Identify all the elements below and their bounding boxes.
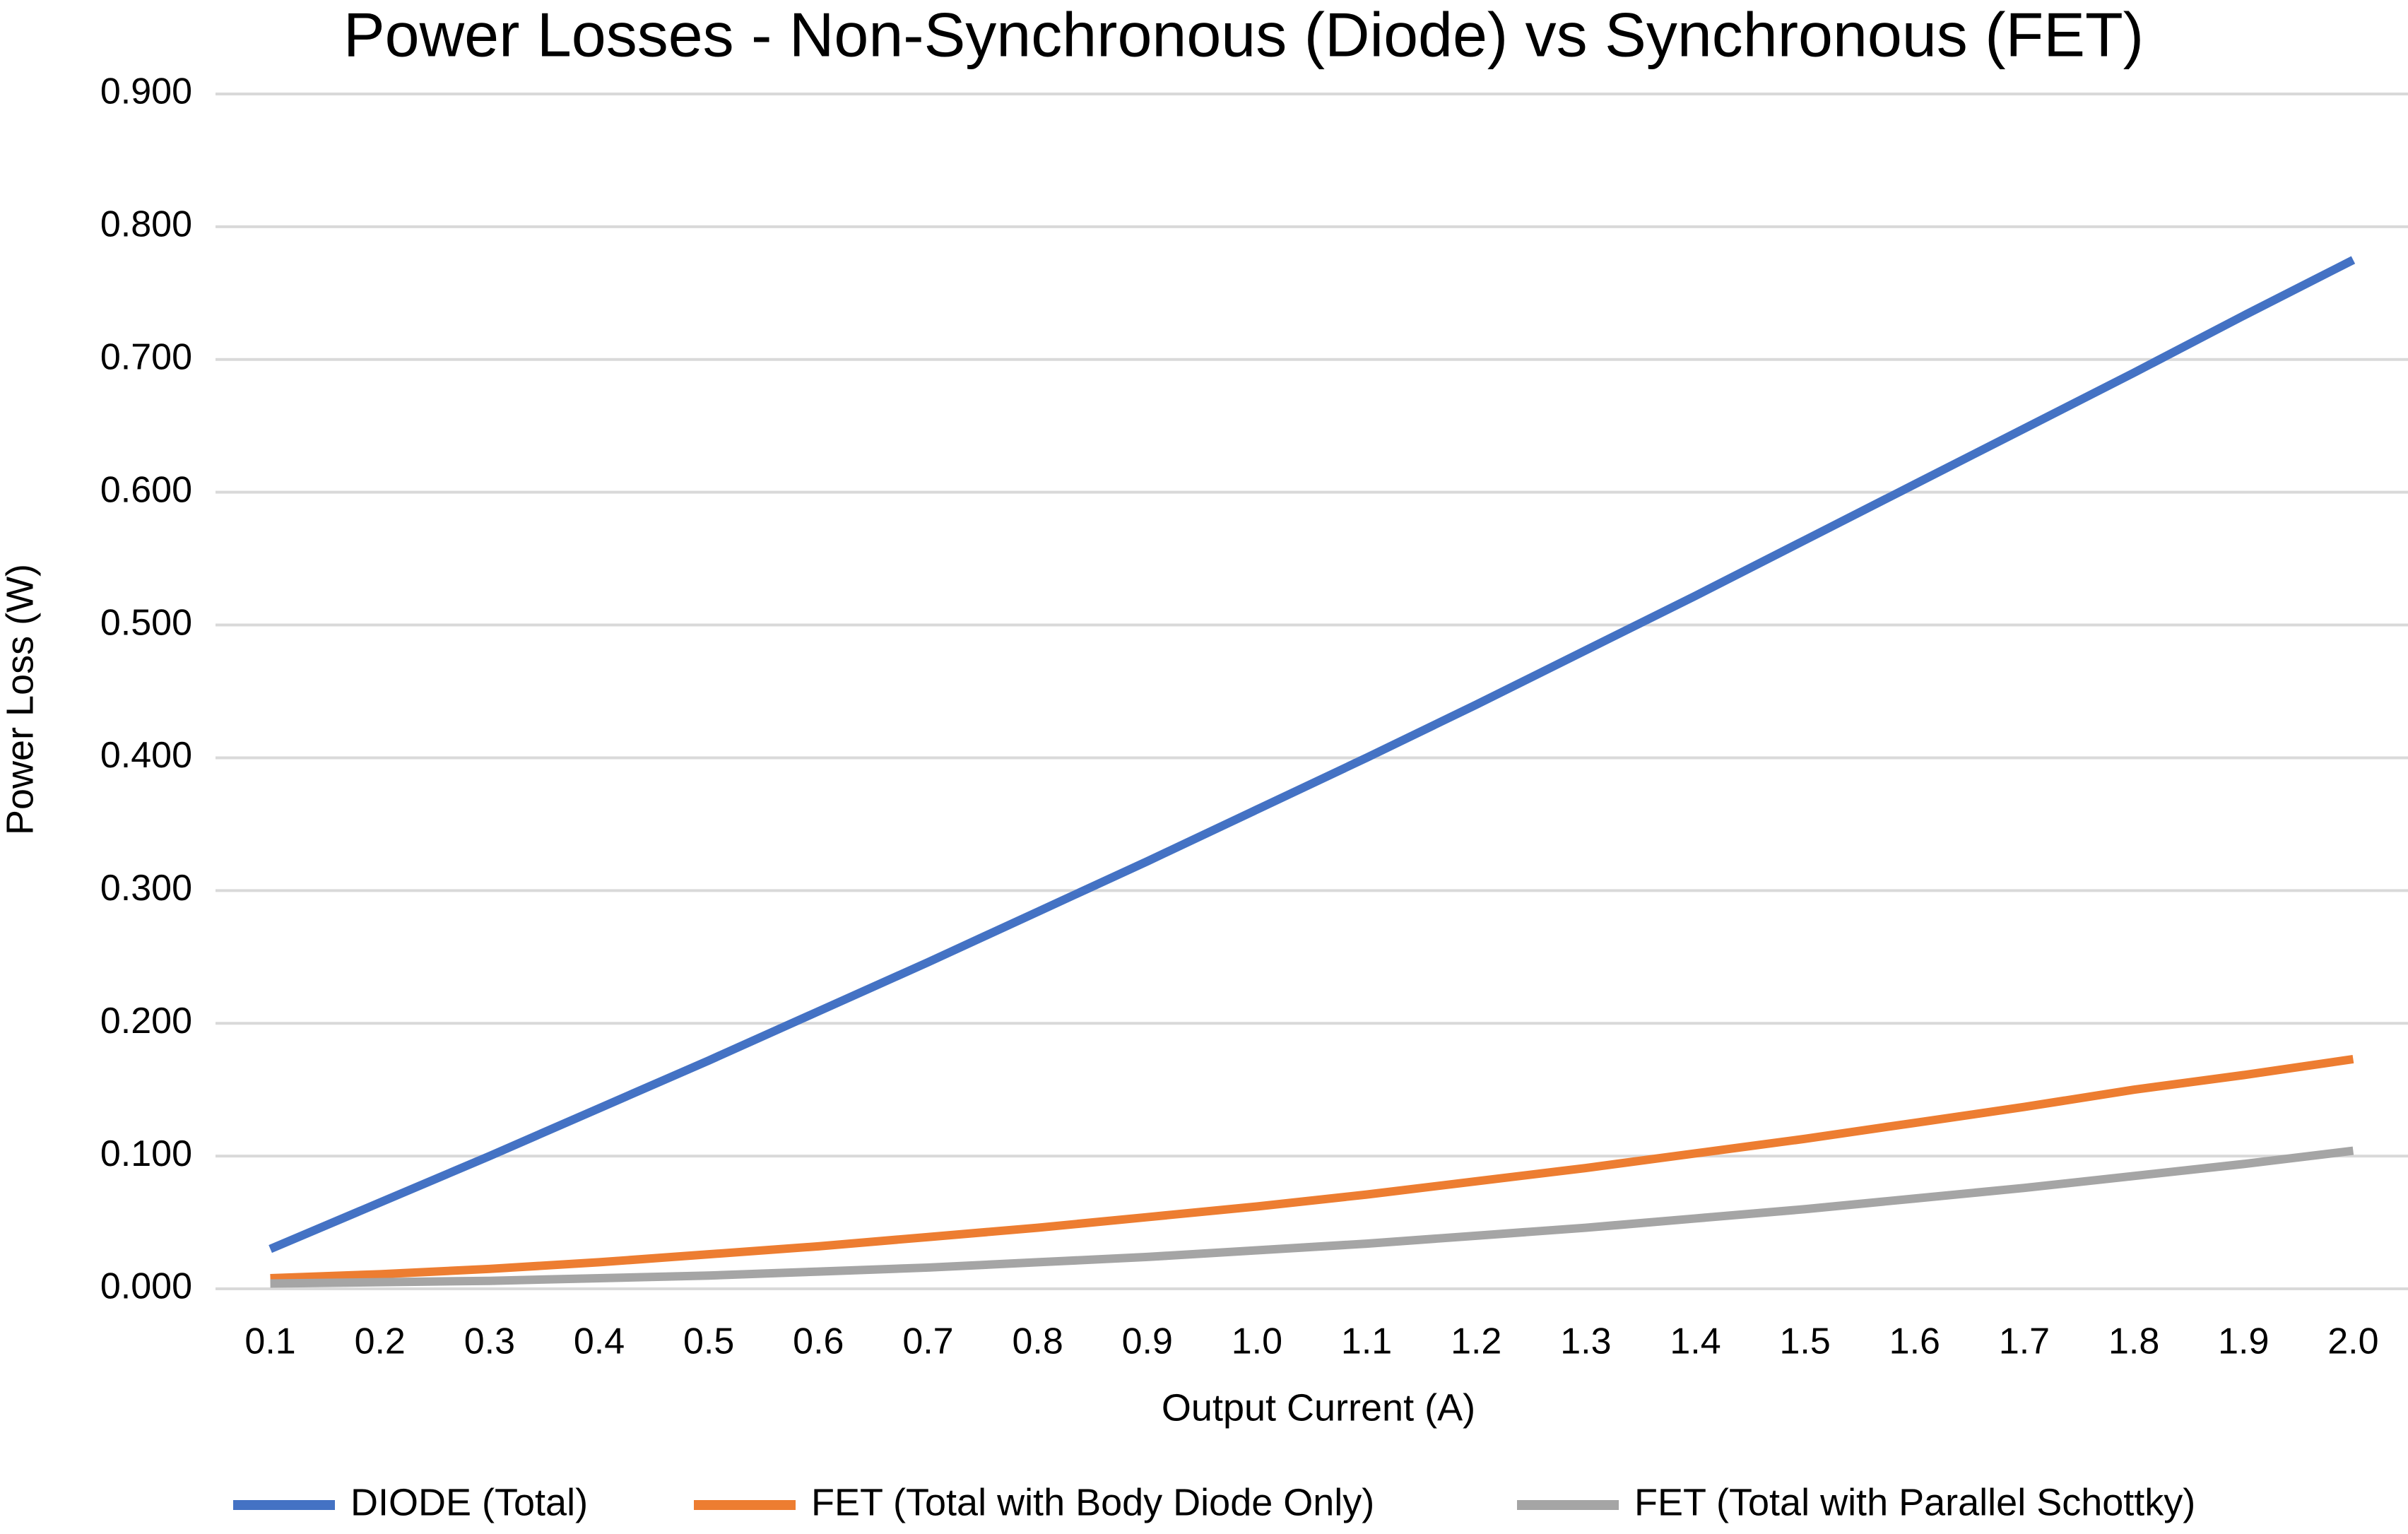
- x-tick-label: 1.0: [1232, 1321, 1282, 1362]
- x-tick-label: 0.8: [1012, 1321, 1063, 1362]
- legend-label: DIODE (Total): [350, 1481, 588, 1523]
- x-tick-label: 1.5: [1780, 1321, 1831, 1362]
- x-tick-label: 1.9: [2218, 1321, 2269, 1362]
- x-tick-label: 1.1: [1341, 1321, 1392, 1362]
- legend-label: FET (Total with Parallel Schottky): [1634, 1481, 2195, 1523]
- x-tick-label: 1.3: [1560, 1321, 1611, 1362]
- chart-title: Power Losses - Non-Synchronous (Diode) v…: [343, 0, 2144, 69]
- y-tick-label: 0.800: [100, 204, 192, 245]
- x-tick-label: 1.8: [2108, 1321, 2159, 1362]
- x-tick-label: 2.0: [2327, 1321, 2378, 1362]
- y-tick-label: 0.700: [100, 337, 192, 378]
- x-tick-label: 0.1: [244, 1321, 295, 1362]
- x-tick-label: 0.2: [355, 1321, 406, 1362]
- y-tick-label: 0.900: [100, 71, 192, 112]
- x-tick-label: 1.6: [1889, 1321, 1940, 1362]
- y-tick-label: 0.000: [100, 1266, 192, 1307]
- y-tick-label: 0.400: [100, 735, 192, 776]
- x-axis-title: Output Current (A): [1162, 1386, 1475, 1429]
- y-tick-label: 0.500: [100, 602, 192, 643]
- x-tick-label: 0.7: [902, 1321, 953, 1362]
- y-tick-label: 0.100: [100, 1133, 192, 1174]
- y-tick-label: 0.300: [100, 868, 192, 909]
- x-tick-label: 0.5: [683, 1321, 734, 1362]
- x-tick-label: 0.4: [574, 1321, 625, 1362]
- y-tick-label: 0.600: [100, 469, 192, 510]
- x-tick-label: 0.9: [1122, 1321, 1173, 1362]
- legend-label: FET (Total with Body Diode Only): [811, 1481, 1374, 1523]
- x-tick-label: 1.7: [1999, 1321, 2050, 1362]
- x-tick-label: 1.4: [1670, 1321, 1721, 1362]
- series-line: [268, 256, 2356, 1253]
- y-tick-label: 0.200: [100, 1001, 192, 1042]
- series-line: [270, 1055, 2354, 1282]
- y-axis-title: Power Loss (W): [0, 564, 41, 835]
- x-tick-label: 0.6: [793, 1321, 844, 1362]
- x-tick-label: 1.2: [1451, 1321, 1501, 1362]
- x-tick-label: 0.3: [464, 1321, 515, 1362]
- series-line: [270, 1146, 2354, 1288]
